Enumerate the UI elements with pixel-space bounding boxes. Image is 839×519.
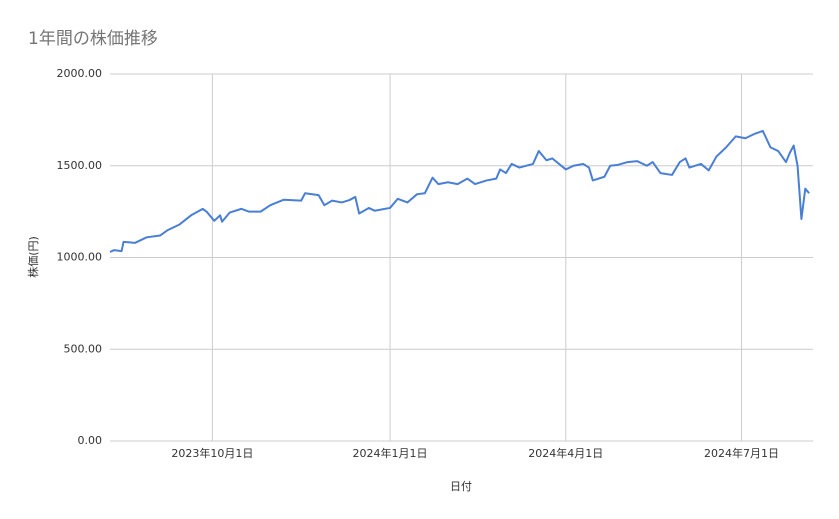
- x-axis-label: 日付: [450, 480, 472, 493]
- y-tick-label: 1000.00: [57, 251, 103, 264]
- data-line: [109, 129, 810, 253]
- y-tick-label: 500.00: [64, 342, 103, 355]
- x-tick-label: 2023年10月1日: [171, 446, 253, 460]
- x-tick-label: 2024年1月1日: [353, 446, 428, 460]
- x-tick-label: 2024年4月1日: [528, 446, 603, 460]
- chart-title: 1年間の株価推移: [28, 29, 158, 49]
- y-tick-label: 0.00: [78, 434, 103, 447]
- y-tick-label: 1500.00: [57, 159, 103, 172]
- y-tick-label: 2000.00: [57, 67, 103, 80]
- y-axis-label: 株価(円): [26, 236, 40, 278]
- x-tick-label: 2024年7月1日: [704, 446, 779, 460]
